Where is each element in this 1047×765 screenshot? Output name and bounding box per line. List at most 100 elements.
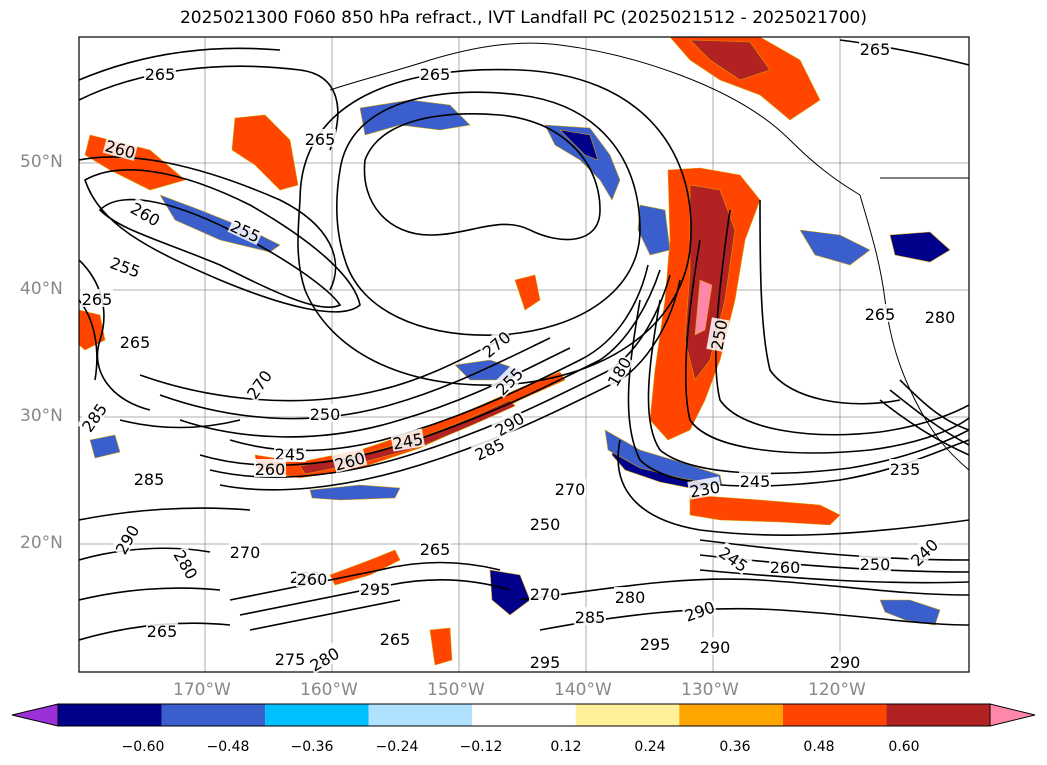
contour-label: 265: [380, 630, 411, 649]
contour-label-bg: [529, 584, 561, 602]
coastlines: [329, 42, 969, 471]
contour-label-bg: [699, 637, 731, 655]
contour-label-bg: [227, 215, 265, 246]
shade-negative-east: [879, 599, 941, 626]
colorbar-swatch: [575, 704, 680, 726]
contour-label-bg: [170, 545, 203, 583]
colorbar-tick: −0.36: [290, 739, 334, 755]
colorbar-swatch: [368, 704, 473, 726]
shade-negative-sw: [89, 434, 121, 459]
lon-label-140w: 140°W: [554, 680, 612, 700]
colorbar-tick: −0.24: [375, 739, 419, 755]
contour-label-bg: [296, 569, 328, 587]
contour-west-3: [119, 419, 241, 429]
shade-positive-nw1: [231, 114, 299, 191]
lat-label-50n: 50°N: [20, 152, 63, 172]
contour-label-bg: [119, 332, 151, 350]
contour-label-bg: [107, 252, 144, 281]
contour-label-bg: [127, 197, 165, 230]
colorbar-tick: −0.60: [121, 739, 165, 755]
colorbar-tick: 0.48: [803, 739, 835, 755]
contour-label: 270: [555, 480, 586, 499]
shade-negative-coast2: [889, 231, 951, 263]
contour-label-bg: [274, 649, 306, 667]
lon-label-120w: 120°W: [808, 680, 866, 700]
contour-west-low: [98, 198, 342, 309]
contour-label-bg: [614, 587, 646, 605]
contour-label: 250: [310, 405, 341, 424]
contour-south-8: [249, 599, 401, 631]
contour-label: 295: [530, 653, 561, 672]
contour-label: 290: [700, 638, 731, 657]
contour-high-west: [79, 65, 339, 151]
contour-label-bg: [687, 476, 722, 500]
contour-jet-6: [159, 337, 551, 420]
contour-label-bg: [274, 444, 306, 462]
colorbar-extend-high: [989, 703, 1036, 727]
contour-label: 265: [305, 130, 336, 149]
shade-positive-alaska-core: [689, 39, 771, 81]
contour-label-bg: [529, 652, 561, 670]
contour-label: 260: [770, 558, 801, 577]
lon-label-150w: 150°W: [427, 680, 485, 700]
colorbar-tick: 0.12: [550, 739, 582, 755]
colorbar-tick: 0.24: [634, 739, 666, 755]
colorbar-tick: 0.60: [888, 739, 920, 755]
contour-low-inner: [363, 113, 601, 241]
contour-label-bg: [102, 135, 139, 161]
colorbar-tick: 0.36: [719, 739, 751, 755]
map-plot-area: [79, 37, 969, 672]
contour-label: 265: [145, 65, 176, 84]
contour-label-bg: [146, 621, 178, 639]
contour-label: 280: [925, 308, 956, 327]
shade-negative-gulf: [544, 124, 621, 201]
lat-label-20n: 20°N: [20, 533, 63, 553]
alaska-coast: [329, 42, 861, 196]
map-title: 2025021300 F060 850 hPa refract., IVT La…: [179, 8, 867, 28]
lon-label-130w: 130°W: [681, 680, 739, 700]
contour-label-bg: [229, 542, 261, 560]
contour-east-2: [647, 299, 969, 475]
contour-label-bg: [419, 539, 451, 557]
colorbar-tick: −0.12: [459, 739, 503, 755]
shade-negative-central2: [309, 484, 401, 501]
contour-label-bg: [829, 652, 861, 670]
contour-label-bg: [379, 629, 411, 647]
contour-label: 235: [890, 460, 921, 479]
colorbar-swatch: [472, 704, 576, 726]
contour-label-bg: [859, 554, 891, 572]
contour-label-bg: [602, 352, 635, 390]
contour-east-6: [617, 439, 969, 537]
contour-label-bg: [706, 317, 730, 352]
shade-positive-south3: [429, 627, 453, 666]
contour-label-bg: [681, 596, 718, 625]
colorbar-extend-low: [11, 703, 59, 727]
contour-label-bg: [739, 471, 771, 489]
colorbar-border: [57, 703, 991, 727]
contour-label-bg: [490, 407, 528, 440]
contour-low-mid: [335, 91, 641, 336]
contour-label: 260: [255, 460, 286, 479]
contour-label: 265: [82, 290, 113, 309]
contour-south-3: [699, 569, 969, 584]
contour-label-bg: [529, 514, 561, 532]
contour-south-11: [79, 507, 251, 521]
contour-label: 270: [230, 543, 261, 562]
contour-label: 295: [360, 580, 391, 599]
shade-positive-west: [79, 309, 106, 351]
contour-east-3: [685, 239, 969, 454]
contour-south-5: [539, 607, 969, 631]
colorbar-swatch: [679, 704, 783, 726]
contour-east-5: [759, 199, 901, 405]
contour-label-bg: [769, 557, 801, 575]
contour-high-west2: [79, 47, 281, 81]
lon-label-170w: 170°W: [173, 680, 231, 700]
plot-border: [78, 36, 970, 673]
contour-label: 285: [134, 470, 165, 489]
contour-label-bg: [490, 362, 527, 399]
contour-alaska: [839, 39, 969, 66]
contour-label-bg: [144, 64, 176, 82]
shade-positive-mid: [514, 274, 541, 311]
contour-label: 285: [575, 608, 606, 627]
